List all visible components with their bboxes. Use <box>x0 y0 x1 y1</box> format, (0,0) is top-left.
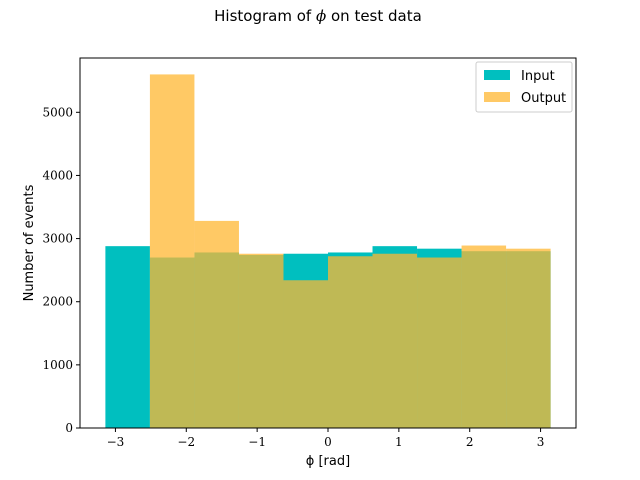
series-output <box>149 74 551 428</box>
bar-output-7 <box>417 257 462 428</box>
bar-output-3 <box>238 253 284 428</box>
bar-output-2 <box>194 220 239 428</box>
bar-input-0 <box>105 246 150 428</box>
legend-swatch-input <box>484 70 510 80</box>
x-tick-label: −1 <box>248 435 266 449</box>
y-tick-label: 1000 <box>42 358 73 372</box>
y-tick-label: 0 <box>65 421 73 435</box>
x-tick-label: 1 <box>395 435 403 449</box>
legend-label-input: Input <box>521 69 555 84</box>
y-tick-label: 5000 <box>42 105 73 119</box>
chart-title-suffix: on test data <box>331 7 422 25</box>
legend: Input Output <box>475 61 573 113</box>
bars-layer <box>105 74 551 428</box>
bar-output-4 <box>283 280 328 428</box>
y-axis-label: Number of events <box>22 184 37 301</box>
bar-output-6 <box>372 253 418 428</box>
x-tick-label: 0 <box>324 435 332 449</box>
y-tick-label: 2000 <box>42 295 73 309</box>
x-tick-label: −3 <box>107 435 125 449</box>
y-axis: 0 1000 2000 3000 4000 5000 <box>42 105 80 435</box>
chart-title: Histogram of ϕ on test data <box>214 7 422 25</box>
x-axis-label: ϕ [rad] <box>306 454 350 469</box>
bar-output-1 <box>149 74 195 428</box>
x-tick-label: 3 <box>537 435 545 449</box>
x-tick-label: 2 <box>466 435 474 449</box>
legend-swatch-output <box>484 92 510 102</box>
legend-label-output: Output <box>521 91 566 106</box>
x-tick-label: −2 <box>177 435 195 449</box>
y-tick-label: 3000 <box>42 232 73 246</box>
bar-output-8 <box>461 245 507 428</box>
bar-output-5 <box>328 256 373 428</box>
bar-output-9 <box>506 248 551 428</box>
chart-title-symbol: ϕ <box>316 7 326 25</box>
chart-title-prefix: Histogram of <box>214 7 312 25</box>
y-tick-label: 4000 <box>42 168 73 182</box>
x-axis: −3 −2 −1 0 1 2 3 <box>107 428 545 449</box>
